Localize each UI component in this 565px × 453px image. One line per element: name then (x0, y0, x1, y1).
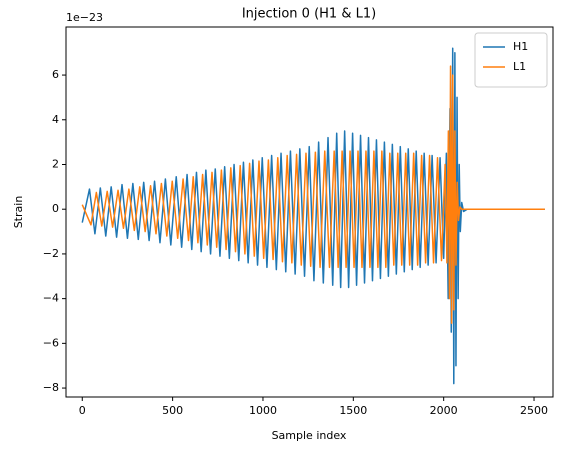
x-tick-label: 2000 (430, 404, 458, 417)
y-axis-label: Strain (12, 196, 25, 229)
y-tick-label: 0 (52, 202, 59, 215)
y-tick-label: 6 (52, 68, 59, 81)
y-tick-label: 2 (52, 157, 59, 170)
y-tick-label: −6 (43, 336, 59, 349)
x-axis-label: Sample index (272, 429, 347, 442)
legend-label: L1 (513, 60, 526, 73)
x-tick-label: 1000 (249, 404, 277, 417)
y-tick-label: 4 (52, 113, 59, 126)
y-tick-label: −4 (43, 292, 59, 305)
y-offset-label: 1e−23 (66, 11, 103, 24)
x-tick-label: 1500 (339, 404, 367, 417)
plot-area (81, 47, 545, 385)
y-tick-label: −2 (43, 247, 59, 260)
x-tick-label: 500 (162, 404, 183, 417)
line-series (81, 65, 545, 324)
legend-label: H1 (513, 40, 528, 53)
axes-frame (65, 26, 554, 398)
y-tick-label: −8 (43, 381, 59, 394)
line-series (81, 47, 545, 385)
chart-title: Injection 0 (H1 & L1) (242, 7, 376, 22)
legend-box (474, 32, 548, 88)
x-tick-label: 2500 (520, 404, 548, 417)
x-tick-label: 0 (79, 404, 86, 417)
